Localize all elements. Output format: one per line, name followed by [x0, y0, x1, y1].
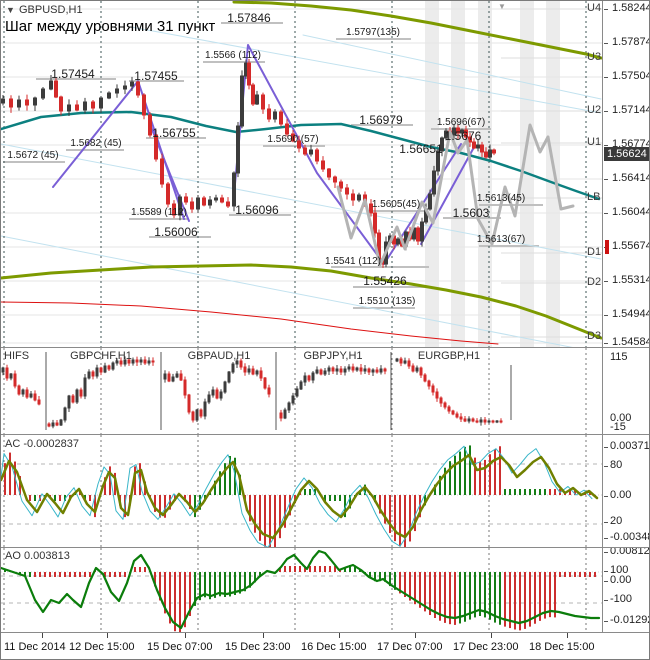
- ac-axis-value: 80: [610, 459, 623, 471]
- price-axis[interactable]: 1.58244 1.57874 1.57504 1.57144 1.56774 1.564…: [602, 1, 650, 348]
- price-axis-value: 1.54944: [612, 308, 650, 320]
- time-axis[interactable]: 11 Dec 2014 12 Dec 15:00 15 Dec 07:00 15 De…: [1, 633, 649, 659]
- current-price-box: 1.56624: [604, 147, 649, 161]
- pairs-plot[interactable]: [1, 348, 602, 434]
- ao-indicator-panel[interactable]: AO 0.003813 0.0081281000.00-100-0.012922: [1, 548, 650, 633]
- price-axis-value: 1.57874: [612, 36, 650, 48]
- time-tick: [339, 633, 340, 638]
- pairs-axis-value: -15: [610, 421, 626, 433]
- ac-axis-value: 0.003713: [610, 440, 650, 452]
- time-tick: [107, 633, 108, 638]
- time-tick: [263, 633, 264, 638]
- price-axis-value: 1.56414: [612, 172, 650, 184]
- time-axis-label: 18 Dec 15:00: [529, 641, 595, 653]
- time-axis-label: 17 Dec 23:00: [453, 641, 519, 653]
- price-axis-value: 1.58244: [612, 2, 650, 14]
- time-axis-label: 11 Dec 2014: [4, 641, 66, 653]
- price-axis-value: 1.57504: [612, 70, 650, 82]
- pairs-axis[interactable]: 115 0.00 -15: [602, 348, 649, 434]
- pairs-indicator-panel[interactable]: HIFS GBPCHF,H1 GBPAUD,H1 GBPJPY,H1 EURGBP,H…: [1, 348, 649, 435]
- time-tick: [491, 633, 492, 638]
- pairs-axis-value: 115: [610, 351, 628, 363]
- ac-plot[interactable]: [1, 435, 602, 547]
- ac-axis[interactable]: 0.003713 80 0.00 20 -0.003487: [602, 435, 650, 547]
- time-axis-label: 15 Dec 07:00: [147, 641, 213, 653]
- ac-axis-value: -0.003487: [610, 531, 649, 543]
- time-axis-label: 16 Dec 15:00: [301, 641, 367, 653]
- chart-dropdown-icon[interactable]: ▼: [6, 5, 15, 15]
- price-axis-value: 1.55674: [612, 240, 650, 252]
- ao-axis-value: 0.00: [610, 574, 632, 586]
- time-tick: [185, 633, 186, 638]
- price-axis-red-marker: [605, 240, 609, 254]
- price-axis-value: 1.54584: [612, 336, 650, 348]
- pairs-axis-value: 0.00: [610, 412, 632, 424]
- ao-plot[interactable]: [1, 548, 602, 632]
- ao-axis-value: 100: [610, 564, 629, 576]
- main-chart-panel[interactable]: ▼ GBPUSD,H1 Шаг между уровнями 31 пункт …: [1, 1, 650, 348]
- price-axis-value: 1.55314: [612, 274, 650, 286]
- time-tick: [567, 633, 568, 638]
- ac-axis-value: 0.00: [610, 489, 632, 501]
- main-chart-plot[interactable]: [1, 1, 602, 347]
- time-axis-label: 12 Dec 15:00: [69, 641, 135, 653]
- time-axis-label: 15 Dec 23:00: [225, 641, 291, 653]
- time-tick: [415, 633, 416, 638]
- time-tick: [42, 633, 43, 638]
- ao-axis-value: -100: [610, 593, 633, 605]
- time-axis-label: 17 Dec 07:00: [377, 641, 443, 653]
- ac-axis-value: 20: [610, 515, 623, 527]
- price-axis-value: 1.56044: [612, 206, 650, 218]
- ao-axis-value: -0.012922: [610, 614, 649, 626]
- ao-axis-value: 0.008128: [610, 548, 650, 557]
- price-axis-value: 1.57144: [612, 104, 650, 116]
